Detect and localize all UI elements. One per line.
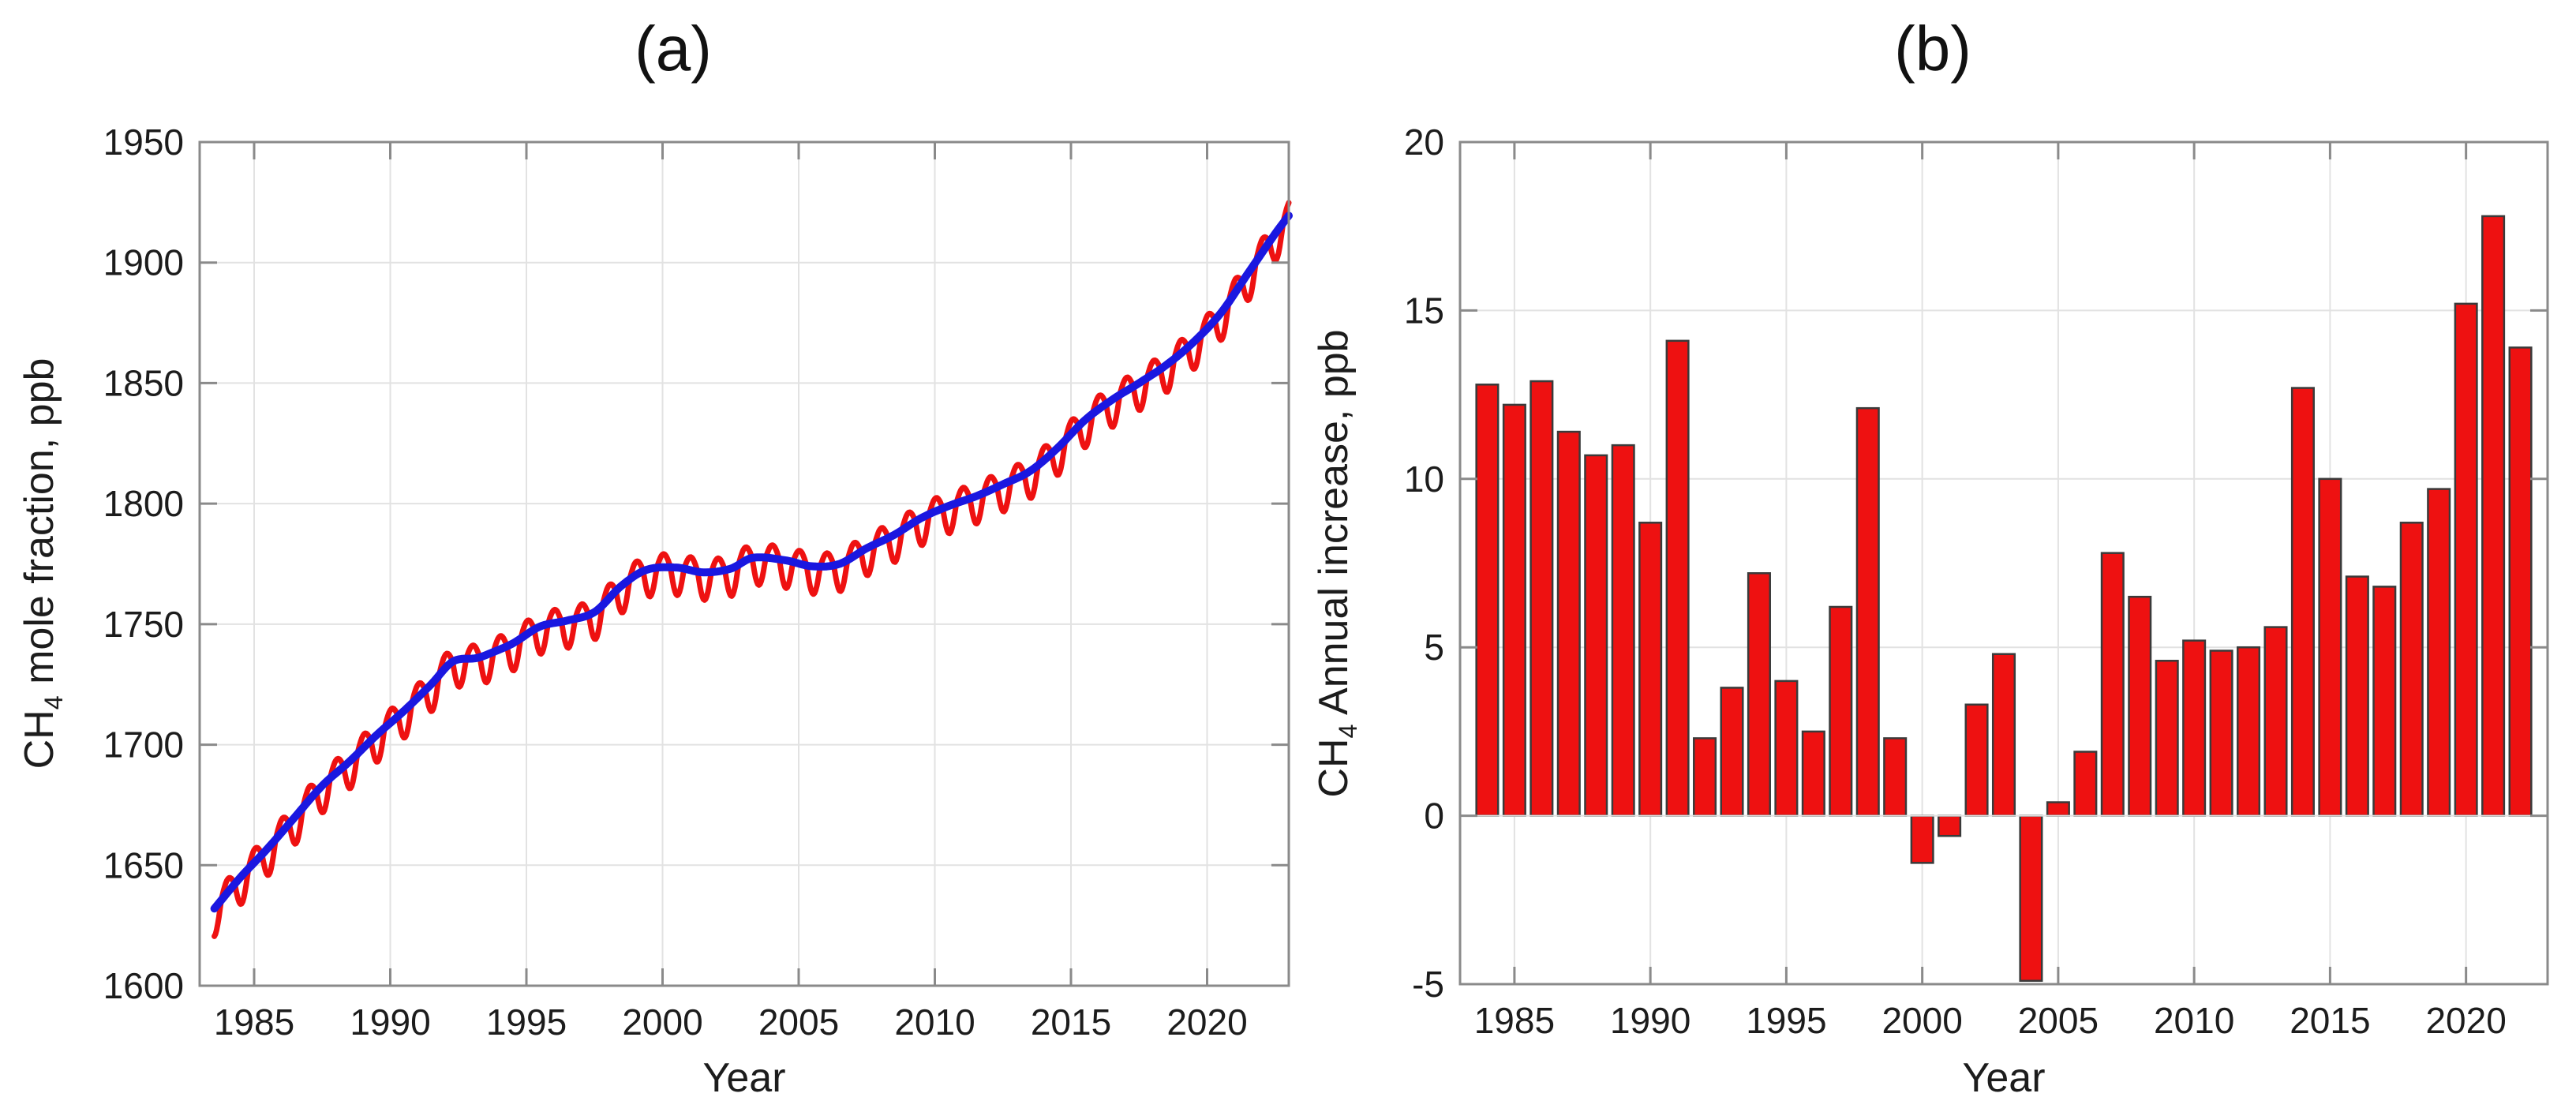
panel-a-xlabel: Year <box>702 1055 786 1101</box>
panel-a-ylabel-subscript: 4 <box>39 695 69 710</box>
bar-2011 <box>2209 650 2233 817</box>
bar-2015 <box>2318 477 2342 817</box>
panel-a-x-tick-label-2005: 2005 <box>758 1002 839 1043</box>
bar-2010 <box>2182 639 2207 817</box>
bar-2008 <box>2128 595 2152 817</box>
bar-2007 <box>2100 552 2125 817</box>
bar-2020 <box>2454 302 2478 817</box>
bar-1998 <box>1855 406 1880 817</box>
bar-1985 <box>1502 403 1526 817</box>
bar-2012 <box>2237 646 2261 817</box>
panel-a-y-tick-label-1900: 1900 <box>103 242 184 283</box>
panel-b-ylabel-subscript: 4 <box>1334 724 1363 739</box>
panel-a-series-trend <box>210 212 1293 913</box>
bar-1994 <box>1747 572 1771 817</box>
panel-a-x-tick-label-2010: 2010 <box>894 1002 975 1043</box>
bar-2018 <box>2399 522 2424 817</box>
panel-b-axes-frame <box>1458 140 2549 986</box>
panel-b-x-tick-label-1985: 1985 <box>1474 1000 1555 1041</box>
panel-a-x-tick-label-1985: 1985 <box>214 1002 294 1043</box>
bar-1989 <box>1611 444 1635 817</box>
panel-b-x-tick-label-2005: 2005 <box>2018 1000 2099 1041</box>
panel-b-bars <box>1475 215 2533 982</box>
panel-b-xlabel: Year <box>1962 1055 2046 1101</box>
panel-b-y-tick-label--5: -5 <box>1412 964 1444 1005</box>
bar-1995 <box>1774 680 1799 817</box>
bar-2004 <box>2019 814 2043 982</box>
bar-1987 <box>1556 430 1581 817</box>
bar-2009 <box>2155 660 2179 817</box>
bar-2013 <box>2263 626 2288 817</box>
panel-a-y-tick-label-1600: 1600 <box>103 965 184 1006</box>
panel-a-x-tick-label-1995: 1995 <box>486 1002 567 1043</box>
panel-a-ylabel: CH4 mole fraction, ppb <box>16 358 69 769</box>
panel-b-ylabel: CH4 Annual increase, ppb <box>1310 329 1363 798</box>
panel-a-x-tick-label-2020: 2020 <box>1166 1002 1247 1043</box>
bar-1996 <box>1801 730 1825 817</box>
bar-1997 <box>1829 605 1853 817</box>
panel-b-x-tick-label-1990: 1990 <box>1610 1000 1690 1041</box>
bar-1984 <box>1475 384 1500 817</box>
bar-2016 <box>2345 575 2369 817</box>
bar-1993 <box>1720 687 1744 817</box>
panel-b-x-tick-label-2000: 2000 <box>1881 1000 1962 1041</box>
panel-b-x-tick-label-2010: 2010 <box>2154 1000 2234 1041</box>
bar-2006 <box>2073 751 2098 817</box>
bar-2021 <box>2481 215 2506 817</box>
panel-a-axes-frame <box>198 140 1290 987</box>
panel-b-y-tick-label-0: 0 <box>1424 796 1444 837</box>
panel-b-y-tick-label-10: 10 <box>1404 459 1444 500</box>
panel-a-y-tick-label-1800: 1800 <box>103 483 184 524</box>
panel-b-y-tick-label-20: 20 <box>1404 122 1444 163</box>
panel-b-ylabel-prefix: CH <box>1310 738 1357 798</box>
bar-2005 <box>2046 801 2070 817</box>
panel-b-x-tick-label-2020: 2020 <box>2425 1000 2506 1041</box>
panel-a-y-tick-label-1650: 1650 <box>103 844 184 885</box>
bar-1986 <box>1530 380 1554 817</box>
bar-2000 <box>1910 814 1934 864</box>
bar-2014 <box>2290 387 2315 817</box>
panel-b-x-tick-label-2015: 2015 <box>2290 1000 2370 1041</box>
bar-2001 <box>1938 814 1962 837</box>
bar-1991 <box>1665 339 1690 817</box>
bar-1992 <box>1693 737 1717 817</box>
bar-1990 <box>1638 522 1663 817</box>
panel-b-y-tick-label-15: 15 <box>1404 290 1444 331</box>
panel-a-y-tick-label-1700: 1700 <box>103 724 184 766</box>
bar-2003 <box>1991 653 2016 817</box>
panel-a-y-tick-label-1950: 1950 <box>103 122 184 163</box>
bar-2022 <box>2508 346 2533 817</box>
panel-a-ylabel-prefix: CH <box>16 710 62 769</box>
panel-b-tick-labels: -5 0 5 10 15 20 1985 1990 1995 2000 2005 2010 2015 20… <box>1404 122 2507 1041</box>
panel-a-tick-labels: 1600 1650 1700 1750 1800 1850 1900 1950 1985 1990… <box>103 122 1248 1043</box>
panel-a-y-tick-label-1850: 1850 <box>103 362 184 403</box>
panel-a-y-tick-label-1750: 1750 <box>103 604 184 645</box>
bar-2019 <box>2427 488 2451 817</box>
panel-b-y-tick-label-5: 5 <box>1424 627 1444 668</box>
panel-b-x-tick-label-1995: 1995 <box>1746 1000 1826 1041</box>
bar-2002 <box>1964 703 1989 817</box>
panel-a-title: (a) <box>635 13 712 84</box>
bar-1999 <box>1883 737 1908 817</box>
panel-b-title: (b) <box>1894 13 1971 84</box>
bar-2017 <box>2372 586 2397 817</box>
panel-a-x-tick-label-2000: 2000 <box>622 1002 702 1043</box>
panel-b-ylabel-rest: Annual increase, ppb <box>1310 329 1357 724</box>
panel-a-ylabel-rest: mole fraction, ppb <box>16 358 62 696</box>
panel-a-x-tick-label-1990: 1990 <box>350 1002 430 1043</box>
panel-a-x-tick-label-2015: 2015 <box>1031 1002 1111 1043</box>
bar-1988 <box>1584 454 1608 817</box>
